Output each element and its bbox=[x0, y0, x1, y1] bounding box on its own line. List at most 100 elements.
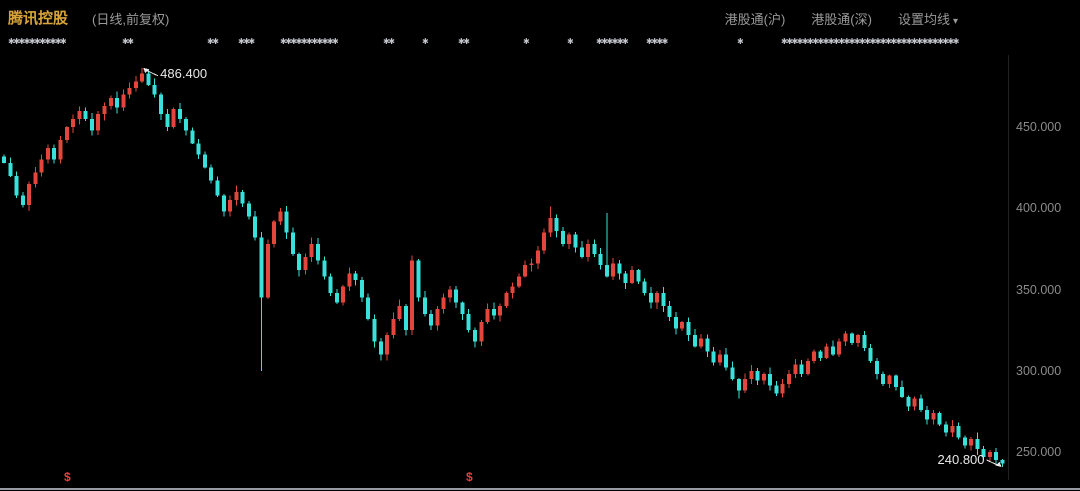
candle[interactable] bbox=[485, 303, 490, 324]
candle[interactable] bbox=[422, 291, 427, 317]
candle[interactable] bbox=[159, 92, 163, 120]
candle[interactable] bbox=[328, 273, 333, 297]
candle[interactable] bbox=[171, 107, 176, 129]
candle[interactable] bbox=[353, 270, 358, 286]
candle[interactable] bbox=[140, 67, 145, 83]
candle[interactable] bbox=[347, 267, 352, 291]
candle[interactable] bbox=[900, 380, 905, 398]
candle[interactable] bbox=[931, 410, 936, 425]
candle[interactable] bbox=[71, 114, 76, 134]
candle[interactable] bbox=[58, 136, 63, 164]
candle[interactable] bbox=[604, 213, 609, 278]
candle[interactable] bbox=[893, 374, 898, 391]
candle[interactable] bbox=[89, 113, 94, 136]
candle[interactable] bbox=[391, 312, 396, 339]
candle[interactable] bbox=[623, 270, 628, 290]
candle[interactable] bbox=[121, 89, 126, 112]
candle[interactable] bbox=[316, 238, 320, 265]
candle[interactable] bbox=[548, 206, 553, 238]
candle[interactable] bbox=[711, 346, 716, 366]
candle[interactable] bbox=[592, 239, 597, 258]
event-marker[interactable]: ✱✱✱✱✱✱✱✱✱✱✱ bbox=[280, 37, 339, 46]
candle[interactable] bbox=[479, 319, 484, 347]
candle[interactable] bbox=[297, 252, 302, 277]
candle[interactable] bbox=[52, 144, 57, 164]
candle[interactable] bbox=[812, 349, 817, 364]
event-marker[interactable]: ✱ bbox=[422, 37, 429, 46]
candle[interactable] bbox=[906, 395, 911, 412]
candle[interactable] bbox=[874, 358, 879, 380]
candle[interactable] bbox=[228, 195, 233, 217]
candle[interactable] bbox=[950, 419, 955, 437]
candle[interactable] bbox=[20, 191, 25, 208]
candle[interactable] bbox=[397, 299, 402, 322]
candle[interactable] bbox=[498, 303, 503, 322]
candle[interactable] bbox=[598, 248, 603, 270]
candle[interactable] bbox=[611, 257, 616, 280]
candle[interactable] bbox=[768, 367, 773, 391]
candle[interactable] bbox=[246, 201, 251, 220]
candle[interactable] bbox=[642, 278, 647, 296]
candle[interactable] bbox=[937, 411, 942, 427]
candle[interactable] bbox=[987, 450, 992, 462]
candle[interactable] bbox=[667, 301, 672, 322]
candle[interactable] bbox=[730, 361, 735, 381]
candle[interactable] bbox=[290, 227, 295, 256]
candle[interactable] bbox=[510, 282, 515, 299]
event-marker[interactable]: ✱✱ bbox=[122, 37, 134, 46]
event-marker[interactable]: ✱✱✱✱✱✱✱✱✱✱✱✱✱✱✱✱✱✱✱✱✱✱✱✱✱✱✱✱✱✱✱✱✱✱ bbox=[781, 37, 959, 46]
candle[interactable] bbox=[96, 111, 101, 135]
candle[interactable] bbox=[699, 334, 704, 349]
hk-connect-sh-button[interactable]: 港股通(沪) bbox=[724, 12, 786, 27]
candle[interactable] bbox=[743, 373, 748, 394]
candle[interactable] bbox=[636, 268, 641, 285]
candle[interactable] bbox=[385, 332, 390, 361]
candle[interactable] bbox=[705, 334, 710, 357]
candle[interactable] bbox=[14, 171, 19, 199]
candle[interactable] bbox=[579, 241, 584, 259]
event-marker[interactable]: ✱ bbox=[567, 37, 574, 46]
candle[interactable] bbox=[975, 432, 980, 455]
candle[interactable] bbox=[567, 232, 572, 250]
candle[interactable] bbox=[177, 103, 182, 123]
candle[interactable] bbox=[466, 308, 471, 333]
candle[interactable] bbox=[429, 310, 434, 331]
candle[interactable] bbox=[554, 214, 559, 238]
candle[interactable] bbox=[887, 374, 892, 388]
candle[interactable] bbox=[969, 437, 974, 451]
candle[interactable] bbox=[334, 289, 339, 305]
candle[interactable] bbox=[108, 95, 113, 110]
candle[interactable] bbox=[793, 359, 798, 379]
event-marker[interactable]: ✱ bbox=[523, 37, 530, 46]
candle[interactable] bbox=[862, 331, 867, 351]
candle[interactable] bbox=[165, 108, 170, 132]
candle[interactable] bbox=[523, 260, 528, 278]
event-marker[interactable]: ✱✱✱✱ bbox=[646, 37, 668, 46]
candle[interactable] bbox=[799, 360, 804, 377]
candle[interactable] bbox=[115, 91, 120, 114]
candle[interactable] bbox=[190, 127, 195, 145]
candle[interactable] bbox=[830, 340, 835, 356]
candle[interactable] bbox=[372, 314, 377, 348]
candle[interactable] bbox=[994, 448, 999, 465]
candle[interactable] bbox=[460, 301, 465, 320]
candle[interactable] bbox=[692, 328, 697, 348]
candle[interactable] bbox=[516, 273, 521, 289]
candle[interactable] bbox=[981, 446, 986, 461]
candle[interactable] bbox=[152, 78, 157, 98]
event-marker[interactable]: ✱✱ bbox=[383, 37, 395, 46]
candle[interactable] bbox=[824, 343, 829, 359]
candle[interactable] bbox=[272, 219, 277, 248]
candle[interactable] bbox=[441, 293, 446, 314]
candle[interactable] bbox=[918, 394, 923, 412]
candle[interactable] bbox=[403, 304, 408, 336]
candle[interactable] bbox=[83, 107, 88, 121]
candle[interactable] bbox=[805, 358, 810, 376]
dividend-marker[interactable]: $ bbox=[466, 470, 473, 484]
candle[interactable] bbox=[491, 302, 496, 320]
candle[interactable] bbox=[717, 350, 722, 366]
candle[interactable] bbox=[253, 211, 258, 241]
candle[interactable] bbox=[761, 372, 766, 385]
candle[interactable] bbox=[8, 157, 13, 177]
